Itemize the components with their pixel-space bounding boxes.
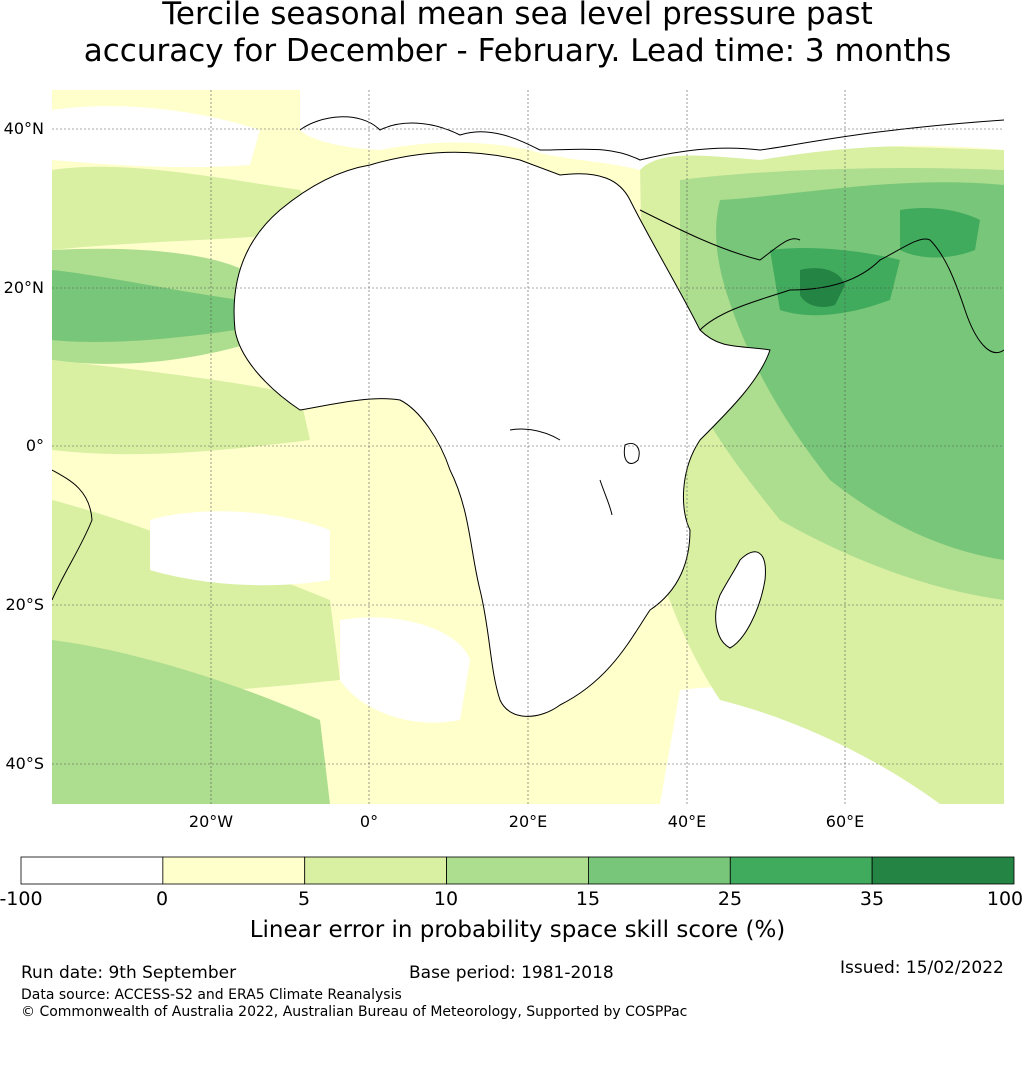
madagascar (715, 551, 766, 649)
copyright: © Commonwealth of Australia 2022, Austra… (21, 1004, 688, 1020)
skill-region (52, 270, 240, 342)
colorbar-segment (162, 856, 306, 885)
colorbar-tick-label: 100 (986, 888, 1024, 910)
colorbar-tick-label: 15 (575, 888, 601, 910)
eurasia-coastline (299, 116, 1004, 161)
data-source: Data source: ACCESS-S2 and ERA5 Climate … (21, 987, 402, 1003)
colorbar-tick-label: 10 (433, 888, 459, 910)
run-date: Run date: 9th September (21, 963, 237, 983)
lat-label: 20°N (3, 278, 44, 297)
colorbar-tick-label: 5 (297, 888, 311, 910)
lake-outline (509, 428, 561, 441)
skill-region (900, 208, 980, 258)
colorbar-tick-label: 35 (859, 888, 885, 910)
skill-region (52, 360, 310, 455)
south-america-coastline (52, 469, 93, 601)
lon-label: 0° (359, 812, 379, 831)
colorbar-segment (729, 856, 873, 885)
lat-label: 40°S (5, 754, 44, 773)
colorbar-segment (446, 856, 589, 885)
skill-region (340, 617, 470, 723)
lat-label: 40°N (3, 119, 44, 138)
lon-label: 20°W (188, 812, 234, 831)
colorbar-tick-label: -100 (0, 888, 43, 910)
skill-region (52, 700, 270, 804)
colorbar-segment (304, 856, 447, 885)
red-sea-coastline (639, 209, 801, 261)
arabia-india-coastline (699, 238, 1004, 353)
eurasia-landmass (300, 90, 1004, 170)
map-title-line-2: accuracy for December - February. Lead t… (83, 33, 952, 69)
skill-region (52, 166, 330, 250)
lon-label: 40°E (667, 812, 707, 831)
issued-date: Issued: 15/02/2022 (840, 958, 1004, 978)
skill-region (150, 511, 330, 586)
lon-label: 20°E (508, 812, 548, 831)
colorbar-segment (871, 856, 1015, 885)
colorbar-label: Linear error in probability space skill … (249, 917, 786, 943)
lake-outline (599, 479, 613, 516)
base-period: Base period: 1981-2018 (409, 963, 614, 983)
lat-label: 0° (25, 436, 44, 455)
skill-region (52, 500, 340, 695)
lon-label: 60°E (825, 812, 865, 831)
map-title-line-1: Tercile seasonal mean sea level pressure… (162, 0, 873, 32)
colorbar-segment (20, 856, 164, 885)
lake-outline (623, 443, 640, 464)
colorbar-segment (588, 856, 731, 885)
colorbar-tick-label: 0 (155, 888, 169, 910)
africa-landmass (234, 152, 770, 717)
skill-region (52, 106, 260, 168)
gridlines (52, 90, 1004, 804)
colorbar (20, 856, 1015, 885)
map-field (52, 90, 1004, 804)
colorbar-tick-label: 25 (717, 888, 743, 910)
africa-coastline (233, 151, 771, 717)
lat-label: 20°S (5, 595, 44, 614)
